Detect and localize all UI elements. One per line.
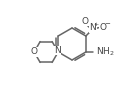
Text: −: − xyxy=(104,21,110,27)
Text: N: N xyxy=(54,46,61,55)
Text: +: + xyxy=(93,23,98,28)
Text: O: O xyxy=(99,23,106,31)
Text: O: O xyxy=(31,47,38,56)
Text: O: O xyxy=(81,16,88,25)
Text: NH$_2$: NH$_2$ xyxy=(96,46,114,58)
Text: N: N xyxy=(90,23,96,32)
